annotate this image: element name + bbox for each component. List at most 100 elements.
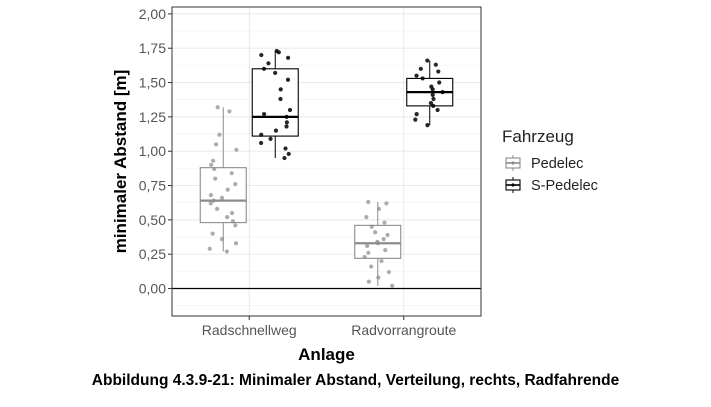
data-point-s-pedelec [286, 151, 291, 157]
data-point-pedelec [369, 264, 374, 269]
data-point-s-pedelec [258, 140, 264, 146]
data-point-s-pedelec [273, 128, 279, 133]
data-point-pedelec [376, 206, 382, 211]
x-axis-title: Anlage [298, 345, 355, 364]
data-point-pedelec [210, 231, 215, 236]
y-tick-label: 0,75 [139, 178, 166, 194]
data-point-s-pedelec [266, 61, 271, 66]
box-pedelec-radvorrangroute [354, 202, 402, 286]
legend-title: Fahrzeug [502, 127, 574, 146]
y-tick-label: 2,00 [139, 6, 166, 22]
box-pedelec-radschnellweg [199, 107, 247, 252]
data-point-pedelec [214, 142, 219, 147]
legend-key-point [511, 183, 515, 187]
data-point-pedelec [229, 171, 234, 176]
data-point-pedelec [224, 249, 229, 254]
data-point-pedelec [225, 187, 230, 192]
data-point-pedelec [227, 109, 232, 114]
data-point-pedelec [365, 243, 370, 249]
data-point-pedelec [376, 275, 381, 280]
data-point-pedelec [212, 166, 217, 172]
data-point-s-pedelec [433, 62, 438, 67]
x-tick-label: Radschnellweg [202, 322, 297, 338]
grid [172, 7, 481, 316]
data-point-s-pedelec [437, 80, 442, 85]
data-point-s-pedelec [287, 107, 293, 113]
data-point-pedelec [384, 201, 389, 206]
data-point-s-pedelec [425, 123, 430, 128]
y-tick-label: 1,75 [139, 40, 166, 56]
data-point-pedelec [385, 232, 390, 238]
data-point-pedelec [208, 201, 213, 206]
data-point-pedelec [386, 269, 392, 275]
data-point-s-pedelec [285, 55, 291, 60]
data-point-pedelec [219, 195, 225, 200]
data-point-s-pedelec [284, 120, 289, 125]
data-point-pedelec [225, 215, 230, 220]
data-point-pedelec [208, 193, 214, 198]
data-point-pedelec [362, 254, 367, 260]
data-point-s-pedelec [436, 69, 441, 74]
data-point-s-pedelec [413, 117, 418, 122]
data-point-pedelec [382, 220, 387, 225]
panel-border [171, 6, 482, 317]
data-point-pedelec [375, 241, 381, 246]
jitter-points [207, 48, 445, 288]
data-point-pedelec [234, 147, 239, 152]
data-point-s-pedelec [259, 52, 264, 58]
boxplots [199, 50, 454, 286]
legend-key-s-pedelec [505, 177, 521, 193]
data-point-pedelec [373, 230, 378, 235]
legend-label-s-pedelec: S-Pedelec [531, 178, 598, 194]
data-point-s-pedelec [414, 112, 419, 117]
data-point-pedelec [381, 236, 386, 242]
data-point-pedelec [230, 219, 236, 224]
legend: Fahrzeug Pedelec S-Pedelec [502, 127, 598, 194]
data-point-pedelec [214, 206, 220, 211]
data-point-s-pedelec [435, 107, 440, 113]
data-point-s-pedelec [282, 155, 287, 161]
data-point-pedelec [233, 241, 239, 246]
legend-key-pedelec [505, 155, 521, 171]
y-tick-label: 1,50 [139, 75, 166, 91]
data-point-s-pedelec [440, 90, 445, 95]
y-axis: 0,00 0,25 0,50 0,75 1,00 1,25 1,50 1,75 2,00 [139, 6, 172, 297]
data-point-s-pedelec [425, 58, 430, 63]
data-point-pedelec [217, 132, 222, 137]
box-iqr [251, 68, 299, 137]
y-tick-label: 1,25 [139, 109, 166, 125]
data-point-s-pedelec [261, 112, 267, 117]
data-point-s-pedelec [268, 136, 273, 141]
y-tick-label: 0,25 [139, 246, 166, 262]
data-point-s-pedelec [273, 70, 278, 76]
y-tick-label: 0,00 [139, 281, 166, 297]
data-point-pedelec [383, 247, 388, 253]
data-point-s-pedelec [431, 96, 436, 102]
data-point-s-pedelec [420, 76, 425, 81]
data-point-s-pedelec [428, 101, 434, 106]
data-point-s-pedelec [285, 77, 291, 82]
data-point-pedelec [366, 279, 372, 284]
data-point-s-pedelec [259, 132, 264, 137]
data-point-s-pedelec [278, 96, 283, 102]
box-s-pedelec-radschnellweg [251, 50, 299, 159]
data-point-pedelec [369, 224, 374, 229]
data-point-pedelec [364, 215, 369, 220]
data-point-pedelec [211, 158, 216, 163]
x-tick-label: Radvorrangroute [351, 322, 456, 338]
data-point-s-pedelec [430, 92, 435, 97]
data-point-s-pedelec [430, 87, 435, 92]
legend-key-point [511, 161, 515, 165]
data-point-pedelec [366, 199, 371, 205]
y-axis-title: minimaler Abstand [m] [111, 70, 130, 254]
data-point-pedelec [219, 236, 225, 242]
data-point-pedelec [215, 105, 220, 110]
data-point-pedelec [213, 176, 218, 181]
box-iqr [199, 167, 247, 224]
data-point-pedelec [211, 198, 216, 203]
y-tick-label: 0,50 [139, 212, 166, 228]
x-axis: Radschnellweg Radvorrangroute [202, 316, 456, 338]
data-point-s-pedelec [431, 103, 436, 108]
data-point-s-pedelec [278, 87, 283, 92]
data-point-pedelec [229, 210, 235, 216]
